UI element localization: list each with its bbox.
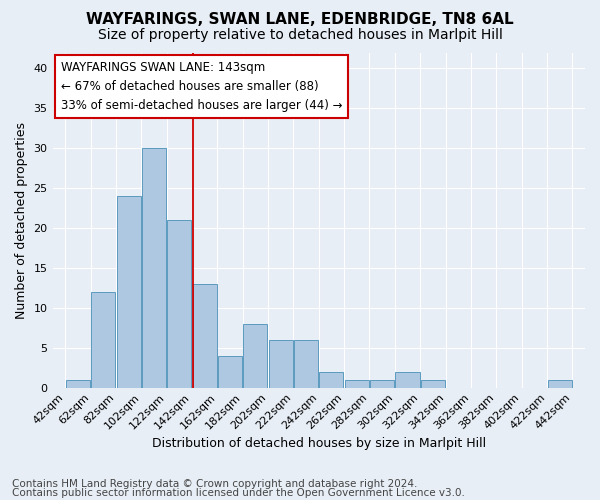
Text: WAYFARINGS, SWAN LANE, EDENBRIDGE, TN8 6AL: WAYFARINGS, SWAN LANE, EDENBRIDGE, TN8 6… <box>86 12 514 28</box>
Bar <box>218 356 242 388</box>
Bar <box>167 220 191 388</box>
Text: Contains HM Land Registry data © Crown copyright and database right 2024.: Contains HM Land Registry data © Crown c… <box>12 479 418 489</box>
Bar <box>319 372 343 388</box>
Bar <box>345 380 369 388</box>
Text: Contains public sector information licensed under the Open Government Licence v3: Contains public sector information licen… <box>12 488 465 498</box>
Bar <box>370 380 394 388</box>
Bar <box>66 380 90 388</box>
Bar <box>421 380 445 388</box>
Bar <box>116 196 140 388</box>
Bar <box>91 292 115 388</box>
Bar <box>294 340 318 388</box>
Bar <box>395 372 419 388</box>
Bar <box>193 284 217 388</box>
Bar <box>142 148 166 388</box>
Bar <box>244 324 268 388</box>
Text: Size of property relative to detached houses in Marlpit Hill: Size of property relative to detached ho… <box>98 28 502 42</box>
Text: WAYFARINGS SWAN LANE: 143sqm
← 67% of detached houses are smaller (88)
33% of se: WAYFARINGS SWAN LANE: 143sqm ← 67% of de… <box>61 61 342 112</box>
Bar <box>269 340 293 388</box>
Y-axis label: Number of detached properties: Number of detached properties <box>15 122 28 318</box>
Bar <box>548 380 572 388</box>
X-axis label: Distribution of detached houses by size in Marlpit Hill: Distribution of detached houses by size … <box>152 437 486 450</box>
